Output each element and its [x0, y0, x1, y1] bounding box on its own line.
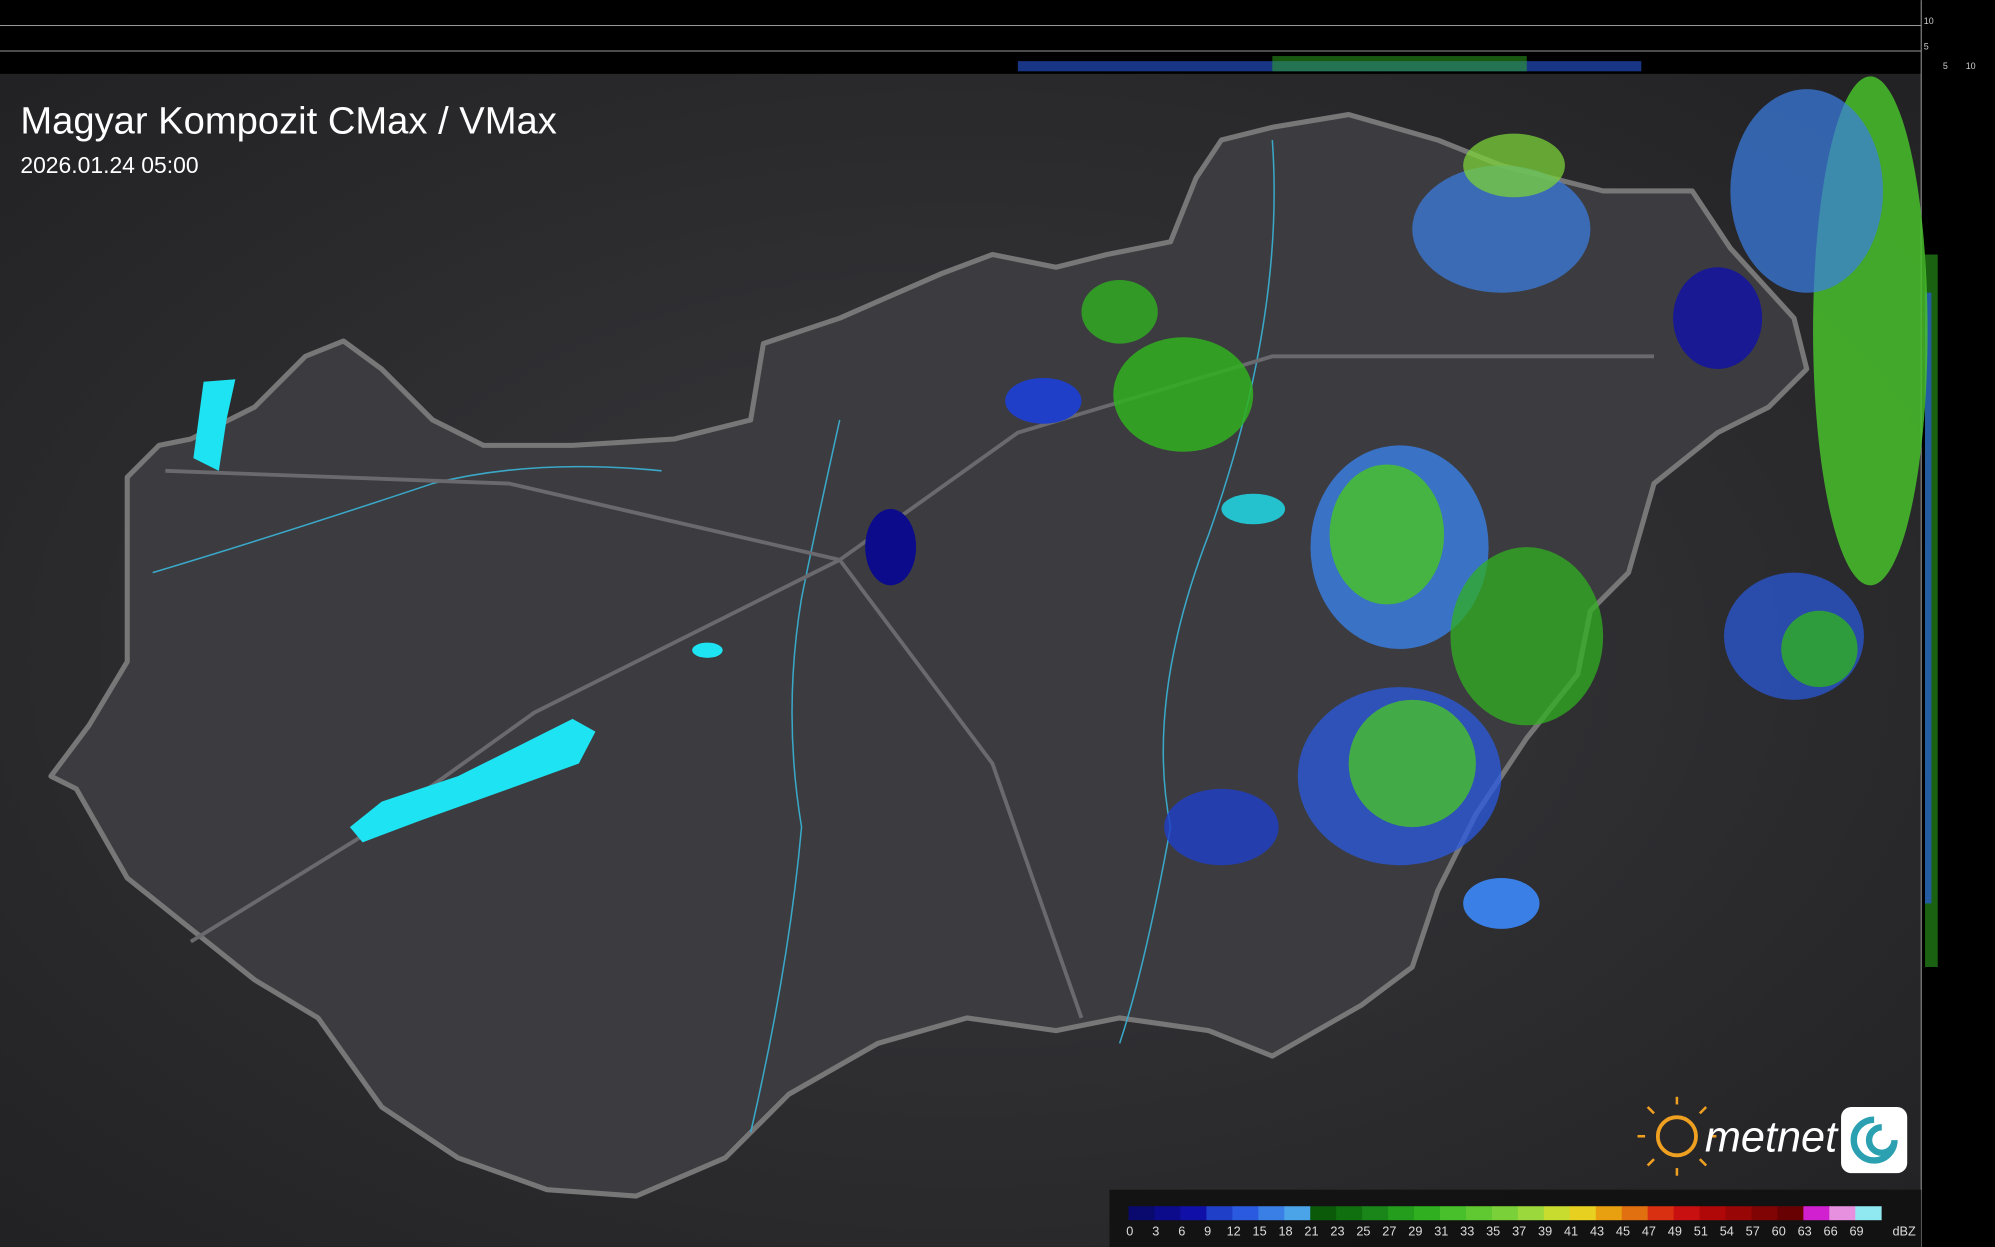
legend-swatch: [1803, 1206, 1830, 1221]
legend-unit: dBZ: [1892, 1223, 1916, 1238]
lake: [349, 718, 596, 843]
side-axis: 10 5 5 10: [1924, 16, 1976, 71]
legend-label: 35: [1486, 1223, 1500, 1238]
legend-label: 45: [1616, 1223, 1630, 1238]
legend-label: 37: [1512, 1223, 1526, 1238]
legend-swatch: [1180, 1206, 1207, 1221]
legend-swatch: [1595, 1206, 1623, 1221]
legend-swatch: [1284, 1206, 1311, 1221]
rivers: [152, 139, 1275, 1133]
legend-label: 43: [1590, 1223, 1604, 1238]
legend-swatch: [1725, 1206, 1752, 1221]
legend-label: 6: [1178, 1223, 1185, 1238]
logo: metnet: [1637, 1096, 1908, 1176]
legend: 0 3 6 9 12 15 18 21 23 25 27 29 31 33 35 37 39 41 43 45 47 49…: [1126, 1206, 1916, 1238]
legend-swatch: [1440, 1206, 1467, 1221]
legend-swatch: [1673, 1206, 1700, 1221]
legend-swatch: [1258, 1206, 1285, 1221]
legend-swatch: [1517, 1206, 1545, 1221]
legend-label: 54: [1720, 1223, 1734, 1238]
legend-label: 60: [1772, 1223, 1786, 1238]
legend-label: 31: [1434, 1223, 1448, 1238]
timestamp: 2026.01.24 05:00: [20, 152, 198, 178]
legend-label: 39: [1538, 1223, 1552, 1238]
legend-label: 23: [1330, 1223, 1344, 1238]
legend-swatch: [1647, 1206, 1674, 1221]
legend-label: 15: [1253, 1223, 1267, 1238]
legend-swatch: [1829, 1206, 1856, 1221]
top-strip: [0, 0, 1995, 74]
legend-swatch: [1543, 1206, 1571, 1221]
legend-swatch: [1154, 1206, 1181, 1221]
side-label: 10: [1966, 61, 1976, 71]
legend-swatch: [1621, 1206, 1649, 1221]
legend-swatch: [1699, 1206, 1726, 1221]
legend-swatch: [1362, 1206, 1389, 1221]
legend-swatch: [1465, 1206, 1493, 1221]
legend-swatch: [1232, 1206, 1259, 1221]
country-border: [48, 112, 1810, 1199]
logo-text: metnet: [1705, 1114, 1839, 1162]
legend-label: 41: [1564, 1223, 1578, 1238]
legend-label: 47: [1642, 1223, 1656, 1238]
legend-label: 12: [1227, 1223, 1241, 1238]
legend-swatch: [1855, 1206, 1882, 1221]
legend-label: 51: [1694, 1223, 1708, 1238]
legend-swatch: [1414, 1206, 1441, 1221]
legend-label: 63: [1798, 1223, 1812, 1238]
legend-swatch: [1336, 1206, 1363, 1221]
legend-label: 33: [1460, 1223, 1474, 1238]
legend-label: 3: [1152, 1223, 1159, 1238]
legend-swatch: [1491, 1206, 1519, 1221]
legend-label: 21: [1304, 1223, 1318, 1238]
side-label: 5: [1924, 42, 1929, 52]
side-label: 10: [1924, 16, 1934, 26]
side-profile: [1925, 292, 1932, 904]
legend-swatch: [1569, 1206, 1597, 1221]
legend-swatch: [1128, 1206, 1155, 1221]
legend-label: 9: [1204, 1223, 1211, 1238]
legend-label: 25: [1356, 1223, 1370, 1238]
legend-swatch: [1777, 1206, 1804, 1221]
legend-label: 66: [1824, 1223, 1838, 1238]
legend-swatch: [1751, 1206, 1778, 1221]
side-label: 5: [1943, 61, 1948, 71]
radar-echoes: [692, 76, 1928, 929]
legend-label: 27: [1382, 1223, 1396, 1238]
legend-label: 0: [1126, 1223, 1133, 1238]
legend-swatch: [1206, 1206, 1233, 1221]
legend-label: 18: [1278, 1223, 1292, 1238]
map-title: Magyar Kompozit CMax / VMax: [20, 100, 556, 143]
legend-label: 49: [1668, 1223, 1682, 1238]
legend-swatch: [1388, 1206, 1415, 1221]
lake: [193, 379, 236, 471]
legend-label: 29: [1408, 1223, 1422, 1238]
legend-swatch: [1310, 1206, 1337, 1221]
top-profile: [1272, 56, 1527, 72]
legend-label: 69: [1849, 1223, 1863, 1238]
legend-label: 57: [1746, 1223, 1760, 1238]
